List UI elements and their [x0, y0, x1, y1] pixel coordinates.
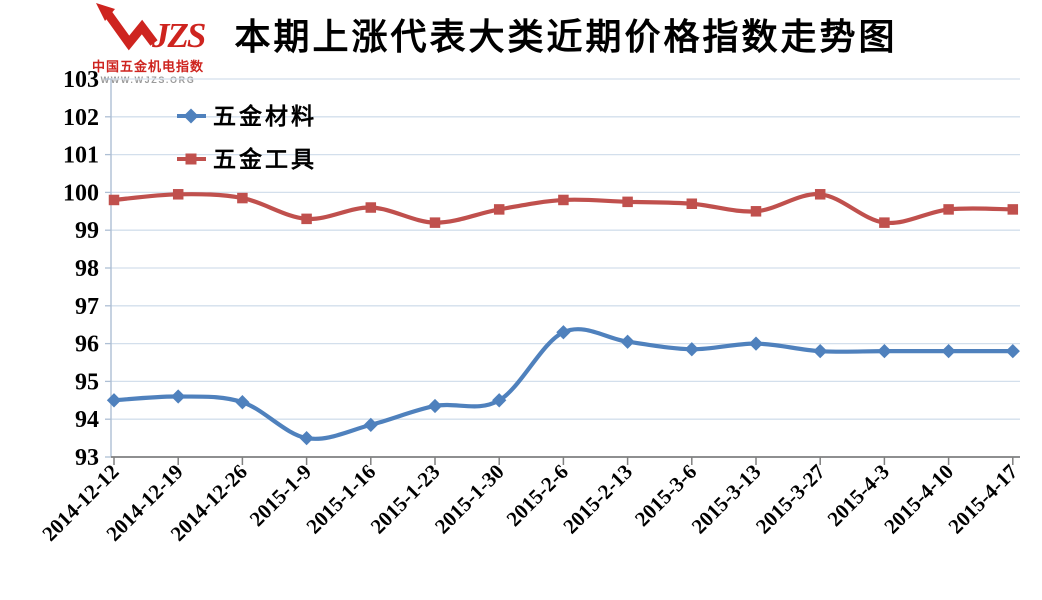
- data-point-diamond: [556, 325, 571, 340]
- data-point-diamond: [1005, 344, 1020, 359]
- x-axis-label: 2015-2-13: [558, 460, 637, 539]
- y-axis-label: 93: [75, 445, 99, 471]
- logo-name-text: 中国五金机电指数: [91, 59, 204, 74]
- y-axis-label: 101: [63, 143, 99, 169]
- logo-arrow-icon: JZS: [96, 3, 207, 55]
- x-axis-label: 2015-4-17: [943, 460, 1022, 539]
- data-point-diamond: [106, 393, 122, 408]
- data-point-square: [301, 213, 312, 225]
- legend-marker: [185, 153, 197, 165]
- data-point-square: [365, 202, 377, 213]
- data-point-diamond: [171, 389, 186, 404]
- y-axis-label: 99: [75, 218, 99, 244]
- x-axis-label: 2015-1-30: [430, 460, 509, 539]
- legend-label: 五金工具: [213, 146, 317, 172]
- data-point-square: [943, 204, 954, 215]
- y-axis-label: 97: [75, 294, 99, 320]
- legend-label: 五金材料: [213, 103, 317, 129]
- data-point-square: [429, 217, 441, 228]
- data-point-diamond: [492, 393, 507, 408]
- y-axis-label: 98: [75, 256, 99, 282]
- data-point-diamond: [427, 398, 443, 414]
- legend-marker: [183, 108, 199, 124]
- x-axis-label: 2015-1-23: [366, 460, 445, 539]
- data-point-diamond: [299, 430, 314, 446]
- data-point-square: [879, 217, 890, 228]
- data-point-square: [493, 204, 505, 215]
- data-point-square: [1007, 204, 1019, 215]
- data-point-diamond: [748, 336, 764, 351]
- y-axis-label: 94: [75, 407, 99, 433]
- x-axis-label: 2015-3-27: [751, 460, 830, 539]
- data-point-diamond: [877, 344, 892, 359]
- y-axis-label: 96: [75, 332, 99, 358]
- data-point-diamond: [684, 342, 699, 357]
- data-point-square: [237, 192, 248, 204]
- data-point-square: [750, 206, 762, 217]
- x-axis-label: 2015-3-13: [687, 460, 766, 539]
- data-point-diamond: [235, 395, 250, 410]
- y-axis-label: 100: [63, 180, 99, 206]
- logo-url-text: WWW.WJZS.ORG: [100, 75, 196, 85]
- data-point-diamond: [363, 417, 378, 433]
- logo-brand-text: JZS: [151, 16, 205, 54]
- x-axis-label: 2015-1-16: [301, 460, 380, 539]
- data-point-diamond: [941, 344, 956, 359]
- data-point-square: [622, 196, 633, 208]
- x-axis-label: 2015-4-10: [879, 460, 958, 539]
- data-point-diamond: [813, 344, 828, 359]
- brand-logo: JZS 中国五金机电指数 WWW.WJZS.ORG: [82, 2, 214, 86]
- data-point-square: [558, 194, 569, 206]
- y-axis-label: 102: [63, 105, 99, 131]
- series-line-diamond: [111, 327, 1015, 441]
- data-point-square: [686, 198, 698, 209]
- data-point-square: [814, 189, 826, 200]
- data-point-square: [172, 189, 184, 200]
- data-point-diamond: [620, 334, 635, 349]
- data-point-square: [108, 194, 120, 206]
- page-title: 本期上涨代表大类近期价格指数走势图: [234, 17, 898, 57]
- y-axis-label: 103: [63, 67, 99, 93]
- y-axis-label: 95: [75, 369, 99, 395]
